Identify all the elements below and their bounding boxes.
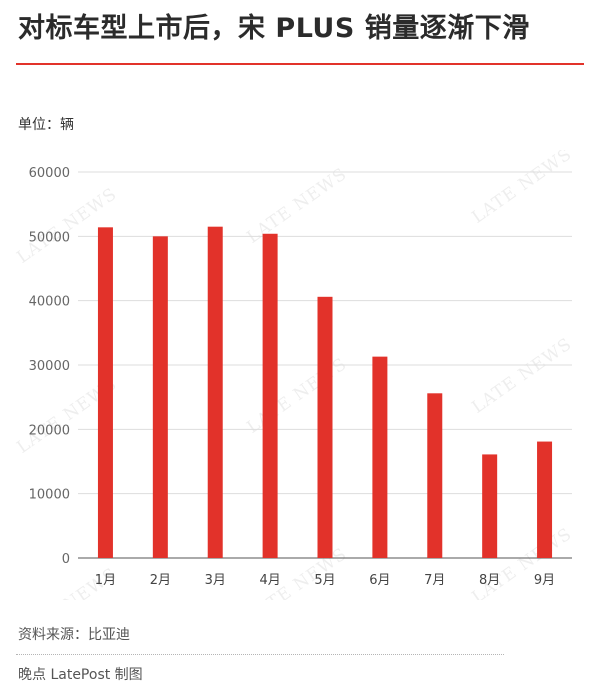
bar-1 bbox=[97, 227, 113, 558]
x-tick-label: 5月 bbox=[314, 573, 335, 588]
x-tick-label: 7月 bbox=[424, 573, 445, 588]
x-tick-label: 4月 bbox=[259, 573, 280, 588]
source-note: 资料来源：比亚迪 bbox=[18, 627, 130, 643]
bar-5 bbox=[317, 296, 333, 558]
watermark-text: LATE NEWS bbox=[468, 334, 575, 418]
bar-6 bbox=[372, 356, 388, 558]
bar-8 bbox=[482, 454, 498, 558]
bar-3 bbox=[207, 226, 223, 558]
bar-7 bbox=[427, 393, 443, 558]
x-tick-label: 2月 bbox=[150, 573, 171, 588]
footer-divider bbox=[16, 654, 504, 655]
x-tick-label: 3月 bbox=[205, 573, 226, 588]
y-tick-label: 40000 bbox=[29, 295, 70, 310]
y-tick-label: 20000 bbox=[29, 423, 70, 438]
x-tick-label: 9月 bbox=[534, 573, 555, 588]
y-tick-label: 60000 bbox=[29, 166, 70, 181]
unit-label: 单位：辆 bbox=[18, 117, 74, 133]
watermark-text: LATE NEWS bbox=[243, 354, 350, 438]
x-tick-label: 1月 bbox=[95, 573, 116, 588]
bar-9 bbox=[537, 441, 553, 558]
watermark-text: LATE NEWS bbox=[468, 150, 575, 228]
x-tick-label: 8月 bbox=[479, 573, 500, 588]
bar-2 bbox=[152, 236, 168, 558]
x-tick-label: 6月 bbox=[369, 573, 390, 588]
y-tick-label: 10000 bbox=[29, 488, 70, 503]
y-tick-label: 0 bbox=[62, 552, 70, 567]
watermark-text: LATE NEWS bbox=[243, 164, 350, 248]
y-tick-label: 30000 bbox=[29, 359, 70, 374]
credit-note: 晚点 LatePost 制图 bbox=[18, 667, 143, 683]
y-tick-label: 50000 bbox=[29, 230, 70, 245]
bar-4 bbox=[262, 233, 278, 558]
title-underline bbox=[16, 63, 584, 65]
chart-title: 对标车型上市后，宋 PLUS 销量逐渐下滑 bbox=[18, 13, 530, 44]
